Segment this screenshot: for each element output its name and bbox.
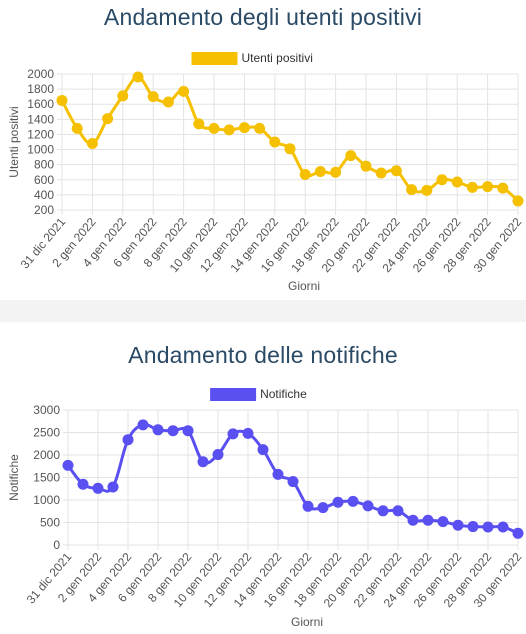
positivi-data-point[interactable] — [284, 143, 296, 155]
notifiche-data-point[interactable] — [302, 500, 314, 512]
positivi-data-point[interactable] — [390, 165, 402, 177]
positivi-data-point[interactable] — [451, 176, 463, 188]
notifiche-data-point[interactable] — [257, 444, 269, 456]
positivi-series-line — [60, 75, 520, 203]
notifiche-data-point[interactable] — [497, 521, 509, 533]
positivi-data-point[interactable] — [406, 184, 418, 196]
notifiche-data-point[interactable] — [92, 482, 104, 494]
notifiche-data-point[interactable] — [197, 456, 209, 468]
legend-label[interactable]: Utenti positivi — [242, 51, 313, 65]
positivi-data-point[interactable] — [102, 113, 114, 125]
notifiche-data-point[interactable] — [362, 500, 374, 512]
chart-panel-notifiche: Andamento delle notifiche Notifiche 0 500 1… — [0, 322, 526, 634]
positivi-data-point[interactable] — [330, 166, 342, 178]
positivi-data-point[interactable] — [375, 167, 387, 179]
y-tick-label: 1000 — [27, 143, 54, 157]
legend-swatch[interactable] — [191, 52, 238, 65]
notifiche-data-point[interactable] — [407, 514, 419, 526]
notifiche-data-point[interactable] — [512, 527, 524, 539]
y-tick-label: 800 — [34, 158, 54, 172]
y-tick-label: 600 — [34, 173, 54, 187]
positivi-data-point[interactable] — [117, 90, 129, 102]
notifiche-data-point[interactable] — [212, 449, 224, 461]
y-tick-label: 2500 — [33, 426, 60, 440]
y-axis-title: Notifiche — [7, 454, 21, 501]
notifiche-data-point[interactable] — [377, 505, 389, 517]
notifiche-data-point[interactable] — [347, 495, 359, 507]
notifiche-data-point[interactable] — [482, 521, 494, 533]
notifiche-data-point[interactable] — [167, 425, 179, 437]
positivi-data-point[interactable] — [512, 195, 524, 207]
positivi-data-point[interactable] — [86, 138, 98, 150]
legend-swatch[interactable] — [210, 388, 257, 401]
notifiche-data-point[interactable] — [77, 478, 89, 490]
positivi-data-point[interactable] — [71, 122, 83, 134]
positivi-data-point[interactable] — [132, 71, 144, 83]
y-tick-label: 1600 — [27, 97, 54, 111]
notifiche-data-point[interactable] — [332, 496, 344, 508]
y-tick-label: 2000 — [33, 448, 60, 462]
positivi-data-point[interactable] — [421, 184, 433, 196]
y-tick-label: 200 — [34, 203, 54, 217]
notifiche-data-point[interactable] — [437, 516, 449, 528]
notifiche-data-point[interactable] — [422, 514, 434, 526]
chart-title: Andamento delle notifiche — [128, 342, 398, 368]
positivi-data-point[interactable] — [497, 182, 509, 194]
positivi-data-point[interactable] — [466, 181, 478, 193]
y-tick-label: 400 — [34, 188, 54, 202]
y-tick-label: 0 — [53, 538, 60, 552]
y-tick-label: 1500 — [33, 471, 60, 485]
positivi-data-point[interactable] — [162, 96, 174, 108]
y-tick-label: 1200 — [27, 127, 54, 141]
notifiche-data-point[interactable] — [467, 521, 479, 533]
y-tick-label: 1400 — [27, 112, 54, 126]
positivi-data-point[interactable] — [254, 122, 266, 134]
positivi-data-point[interactable] — [482, 181, 494, 193]
notifiche-data-point[interactable] — [137, 419, 149, 431]
y-tick-label: 2000 — [27, 67, 54, 81]
notifiche-data-point[interactable] — [122, 434, 134, 446]
x-axis-title: Giorni — [288, 279, 320, 293]
notifiche-data-point[interactable] — [317, 502, 329, 514]
notifiche-data-point[interactable] — [392, 505, 404, 517]
y-tick-label: 500 — [40, 516, 60, 530]
notifiche-data-point[interactable] — [182, 425, 194, 437]
positivi-data-point[interactable] — [360, 160, 372, 172]
positivi-data-point[interactable] — [147, 91, 159, 103]
positivi-line-chart: Utenti positivi2004006008001000120014001… — [7, 51, 525, 293]
positivi-data-point[interactable] — [208, 122, 220, 134]
positivi-data-point[interactable] — [314, 165, 326, 177]
notifiche-data-point[interactable] — [227, 428, 239, 440]
positivi-data-point[interactable] — [56, 94, 68, 106]
y-tick-label: 1800 — [27, 82, 54, 96]
x-axis-title: Giorni — [291, 615, 323, 629]
notifiche-data-point[interactable] — [107, 481, 119, 493]
chart-panel-positivi: Andamento degli utenti positivi Utenti p… — [0, 0, 526, 300]
legend-label[interactable]: Notifiche — [260, 387, 307, 401]
notifiche-data-point[interactable] — [242, 427, 254, 439]
y-tick-label: 1000 — [33, 493, 60, 507]
y-axis-title: Utenti positivi — [7, 106, 21, 177]
positivi-data-point[interactable] — [178, 85, 190, 97]
notifiche-data-point[interactable] — [152, 424, 164, 436]
notifiche-data-point[interactable] — [452, 519, 464, 531]
positivi-data-point[interactable] — [269, 136, 281, 148]
positivi-data-point[interactable] — [193, 118, 205, 130]
positivi-data-point[interactable] — [345, 150, 357, 162]
positivi-data-point[interactable] — [223, 124, 235, 136]
chart-title: Andamento degli utenti positivi — [103, 4, 423, 30]
positivi-data-point[interactable] — [436, 174, 448, 186]
positivi-data-point[interactable] — [238, 122, 250, 134]
positivi-data-point[interactable] — [299, 168, 311, 180]
notifiche-data-point[interactable] — [62, 459, 74, 471]
notifiche-data-point[interactable] — [272, 468, 284, 480]
y-tick-label: 3000 — [33, 403, 60, 417]
notifiche-data-point[interactable] — [287, 476, 299, 488]
